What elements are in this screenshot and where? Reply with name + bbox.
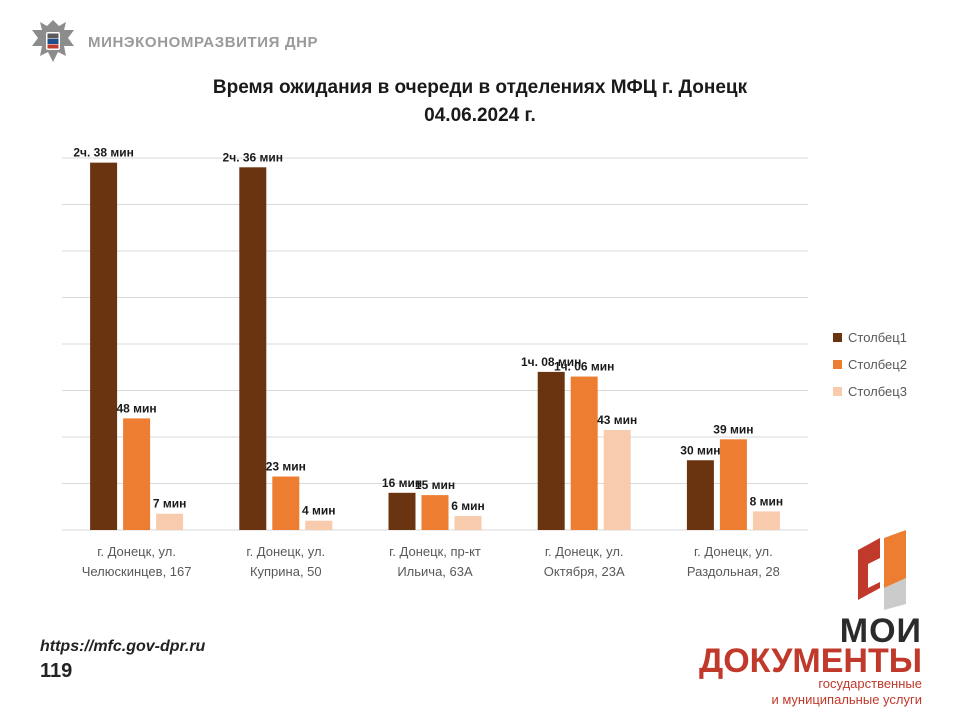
data-label: 1ч. 06 мин — [554, 360, 615, 374]
bar-2-3 — [421, 495, 449, 530]
legend-label: Столбец3 — [848, 384, 907, 399]
legend-label: Столбец1 — [848, 330, 907, 345]
bar-3-1 — [156, 513, 184, 530]
bar-2-2 — [272, 476, 300, 530]
bar-3-4 — [603, 430, 631, 530]
brand-line-2: ДОКУМЕНТЫ — [698, 642, 922, 680]
bar-1-4 — [537, 371, 565, 530]
bar-3-2 — [305, 520, 333, 530]
header: МИНЭКОНОМРАЗВИТИЯ ДНР — [28, 16, 318, 68]
chart-title-line-2: 04.06.2024 г. — [424, 105, 536, 126]
brand-line-4: и муниципальные услуги — [771, 692, 922, 707]
data-label: 43 мин — [597, 413, 637, 427]
legend-swatch — [833, 387, 842, 396]
brand-line-3: государственные — [818, 676, 922, 691]
bar-1-5 — [686, 460, 714, 530]
data-label: 23 мин — [266, 460, 306, 474]
brand-block: МОИ ДОКУМЕНТЫ государственные и муниципа… — [699, 530, 924, 710]
bar-3-5 — [752, 511, 780, 530]
bar-2-1 — [123, 418, 151, 530]
bar-2-4 — [570, 376, 598, 530]
data-label: 48 мин — [117, 401, 157, 415]
data-label: 7 мин — [153, 497, 187, 511]
data-label: 15 мин — [415, 478, 455, 492]
category-label: г. Донецк, ул. — [694, 544, 773, 559]
coat-of-arms-icon — [32, 20, 74, 62]
footer-url[interactable]: https://mfc.gov-dpr.ru — [40, 638, 206, 655]
category-label: Октября, 23А — [544, 564, 625, 579]
data-label: 1ч. 08 мин — [521, 355, 582, 369]
bar-3-3 — [454, 516, 482, 530]
category-label: г. Донецк, ул. — [246, 544, 325, 559]
moi-dokumenty-logo-icon — [858, 530, 906, 610]
data-label: 2ч. 38 мин — [73, 146, 134, 160]
category-label: г. Донецк, ул. — [545, 544, 624, 559]
ministry-name: МИНЭКОНОМРАЗВИТИЯ ДНР — [88, 33, 319, 51]
brand-line-1: МОИ — [839, 612, 922, 650]
chart-title: Время ожидания в очереди в отделениях МФ… — [0, 74, 960, 130]
data-label: 4 мин — [302, 504, 336, 518]
bar-1-1 — [90, 162, 118, 530]
page-number: 119 — [40, 660, 73, 682]
data-label: 16 мин — [382, 476, 422, 490]
data-label: 39 мин — [713, 422, 753, 436]
data-label: 8 мин — [750, 494, 784, 508]
category-label: Ильича, 63А — [397, 564, 473, 579]
category-label: г. Донецк, пр-кт — [389, 544, 481, 559]
category-label: Раздольная, 28 — [687, 564, 780, 579]
legend-label: Столбец2 — [848, 357, 907, 372]
data-label: 30 мин — [680, 443, 720, 457]
category-label: Куприна, 50 — [250, 564, 322, 579]
bar-2-5 — [719, 439, 747, 530]
bar-1-2 — [239, 167, 267, 531]
legend-swatch — [833, 360, 842, 369]
data-label: 6 мин — [451, 499, 485, 513]
data-label: 2ч. 36 мин — [223, 150, 284, 164]
legend-swatch — [833, 333, 842, 342]
category-label: г. Донецк, ул. — [97, 544, 176, 559]
chart-title-line-1: Время ожидания в очереди в отделениях МФ… — [212, 77, 748, 98]
bar-1-3 — [388, 492, 416, 530]
category-label: Челюскинцев, 167 — [82, 564, 192, 579]
